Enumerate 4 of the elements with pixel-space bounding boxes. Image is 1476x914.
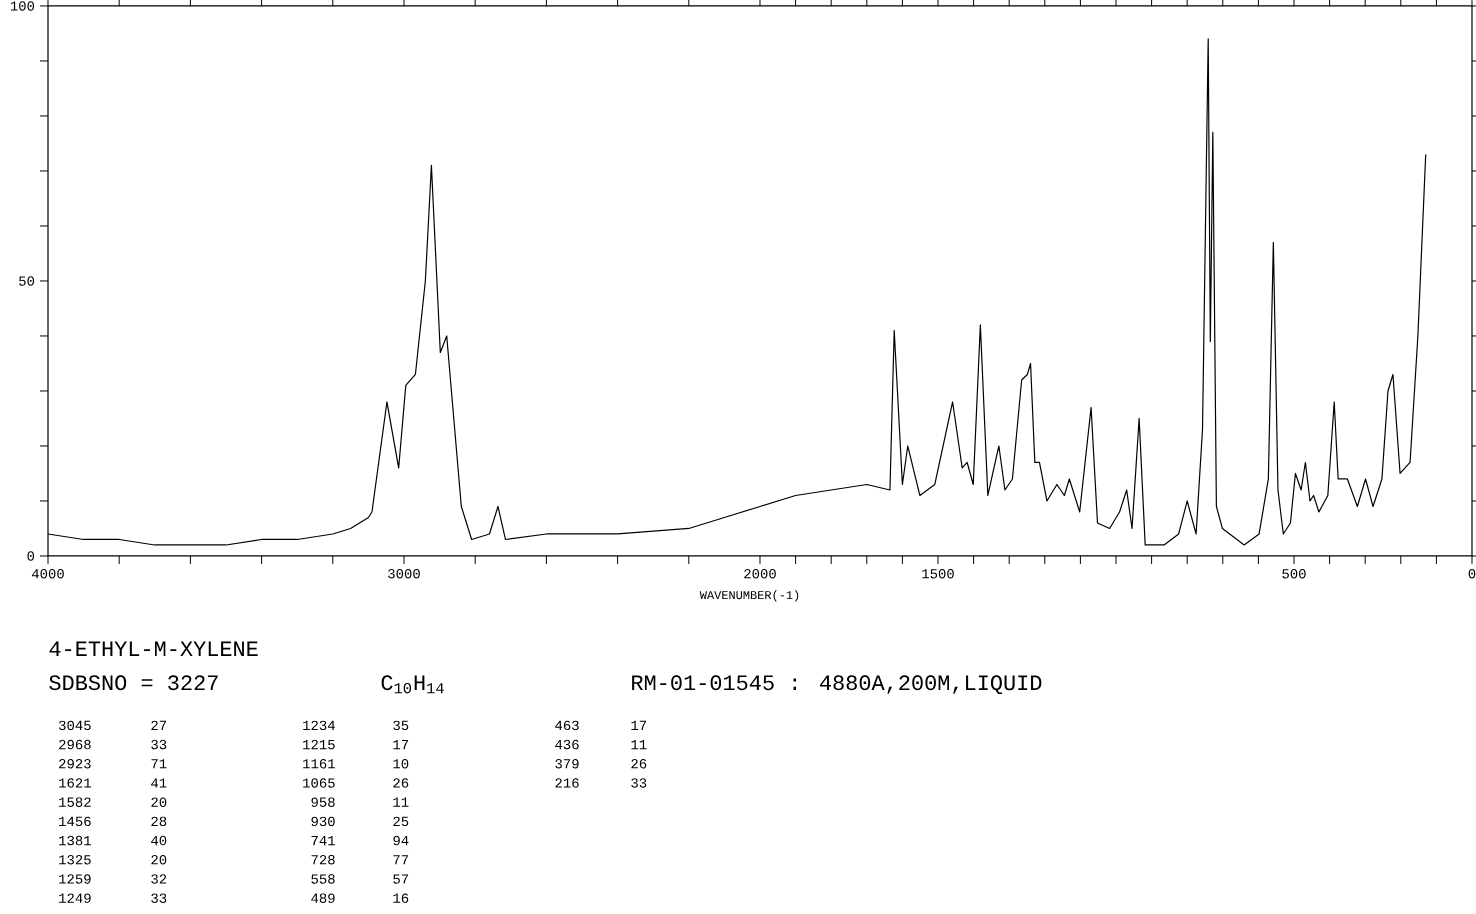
text: C$_{10}$H$_{14}$ — [381, 675, 444, 694]
text: RM-01-01545 : 4880A,200M,LIQUID — [632, 675, 1042, 695]
text: 4-ETHYL-M-XYLENE — [49, 641, 258, 656]
text: SDBSNO = 3227 — [49, 675, 218, 691]
